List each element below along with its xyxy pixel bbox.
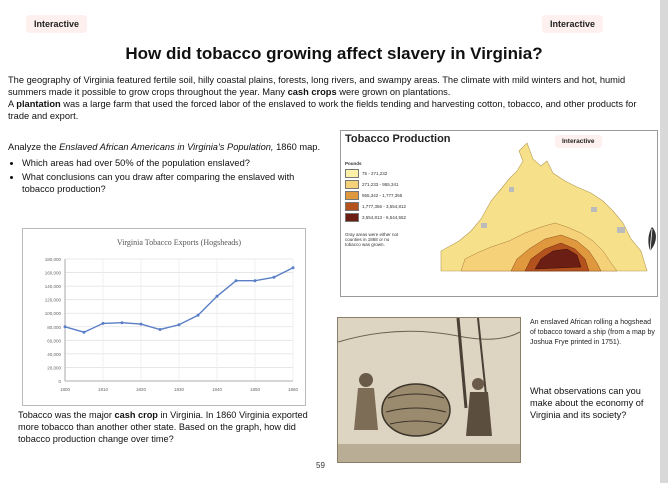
y-tick-label: 100,000	[45, 311, 62, 316]
term-plantation: plantation	[16, 99, 61, 109]
legend-label: 271,233 - 955,341	[362, 182, 399, 187]
chart-title: Virginia Tobacco Exports (Hogsheads)	[117, 238, 242, 247]
data-point	[139, 322, 143, 326]
chart-svg: Virginia Tobacco Exports (Hogsheads) 0 20,…	[45, 238, 299, 392]
legend-label: 3,554,813 - 6,544,552	[362, 215, 407, 220]
data-point	[234, 279, 238, 283]
x-tick-label: 1820	[136, 387, 147, 392]
analyze-lead: Analyze the	[8, 142, 60, 152]
term-cash-crop: cash crop	[114, 410, 158, 420]
x-tick-label: 1840	[212, 387, 223, 392]
intro-text-3: A	[8, 99, 17, 109]
legend-label: 955,342 - 1,777,355	[362, 193, 403, 198]
analyze-lead-end: 1860 map.	[273, 142, 321, 152]
tobacco-production-map: Tobacco Production Interactive Pounds 75…	[340, 130, 658, 297]
hogshead-illustration	[337, 317, 521, 463]
legend-swatch	[345, 213, 359, 222]
tobacco-exports-chart: Virginia Tobacco Exports (Hogsheads) 0 20,…	[22, 228, 306, 406]
page-number: 59	[316, 461, 325, 470]
x-tick-label: 1810	[98, 387, 109, 392]
legend-row: 955,342 - 1,777,355	[345, 191, 406, 200]
legend-swatch	[345, 169, 359, 178]
legend-row: 3,554,813 - 6,544,552	[345, 213, 406, 222]
question-list: Which areas had over 50% of the populati…	[8, 157, 328, 195]
x-tick-label: 1800	[60, 387, 71, 392]
illustration-caption: An enslaved African rolling a hogshead o…	[530, 319, 655, 346]
legend-title: Pounds	[345, 161, 362, 166]
legend-row: 1,777,356 - 3,554,812	[345, 202, 406, 211]
data-point	[82, 330, 86, 334]
y-tick-label: 120,000	[45, 298, 62, 303]
data-point	[177, 323, 181, 327]
data-point	[253, 279, 257, 283]
y-tick-label: 180,000	[45, 257, 62, 262]
interactive-badge-top-left[interactable]: Interactive	[26, 15, 88, 33]
y-tick-label: 40,000	[47, 352, 61, 357]
y-tick-label: 20,000	[47, 365, 61, 370]
intro-text-1: The geography of Virginia featured ferti…	[8, 75, 626, 97]
y-tick-label: 140,000	[45, 284, 62, 289]
illustration-drawing	[338, 318, 520, 462]
x-tick-label: 1860	[288, 387, 299, 392]
data-point	[120, 321, 124, 325]
data-point	[63, 325, 67, 329]
legend-row: 75 - 271,232	[345, 169, 406, 178]
quill-icon	[644, 225, 660, 258]
x-tick-label: 1830	[174, 387, 185, 392]
legend-swatch	[345, 202, 359, 211]
page-title: How did tobacco growing affect slavery i…	[125, 44, 543, 63]
page-edge	[660, 0, 668, 483]
caption-text-2: in Virginia. In 1860 Virginia exported m…	[18, 410, 308, 444]
data-point	[101, 321, 105, 325]
y-tick-label: 60,000	[47, 338, 61, 343]
legend-row: 271,233 - 955,341	[345, 180, 406, 189]
data-point	[291, 266, 295, 270]
y-tick-label: 80,000	[47, 325, 61, 330]
legend-label: 1,777,356 - 3,554,812	[362, 204, 407, 209]
legend-note: Gray areas were either not counties in 1…	[345, 232, 399, 247]
term-cash-crops: cash crops	[287, 87, 337, 97]
map-title: Tobacco Production	[345, 133, 451, 145]
interactive-badge-top-right[interactable]: Interactive	[542, 15, 604, 33]
y-tick-label: 160,000	[45, 271, 62, 276]
data-point	[196, 313, 200, 317]
x-tick-label: 1850	[250, 387, 261, 392]
question-item: What conclusions can you draw after comp…	[22, 171, 328, 195]
virginia-map	[440, 142, 648, 272]
data-point	[158, 327, 162, 331]
analyze-map-name: Enslaved African Americans in Virginia's…	[59, 142, 274, 152]
data-point	[215, 294, 219, 298]
interactive-badge-map[interactable]: Interactive	[555, 135, 602, 148]
chart-caption: Tobacco was the major cash crop in Virgi…	[18, 409, 328, 445]
observation-question: What observations can you make about the…	[530, 386, 644, 420]
data-point	[272, 275, 276, 279]
analyze-section: Analyze the Enslaved African Americans i…	[8, 141, 328, 197]
intro-text-4: was a large farm that used the forced la…	[8, 99, 637, 121]
y-tick-label: 0	[58, 379, 61, 384]
question-item: Which areas had over 50% of the populati…	[22, 157, 328, 169]
legend-swatch	[345, 180, 359, 189]
intro-text-2: were grown on plantations.	[336, 87, 451, 97]
map-legend: Pounds 75 - 271,232 271,233 - 955,341 955,…	[345, 161, 406, 247]
intro-paragraph: The geography of Virginia featured ferti…	[8, 74, 656, 122]
legend-label: 75 - 271,232	[362, 171, 388, 176]
legend-swatch	[345, 191, 359, 200]
caption-text-1: Tobacco was the major	[18, 410, 115, 420]
